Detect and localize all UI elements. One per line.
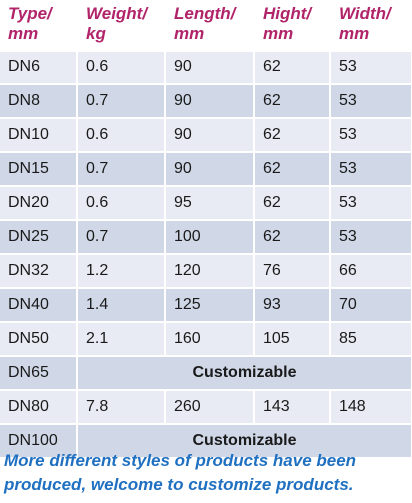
cell-weight: 1.4 — [77, 288, 166, 323]
table-row: DN80 7.8 260 143 148 — [0, 390, 412, 425]
table-row: DN20 0.6 95 62 53 — [0, 186, 412, 221]
cell-weight: 0.6 — [77, 186, 166, 221]
cell-length: 100 — [165, 220, 255, 255]
cell-width: 70 — [330, 288, 412, 323]
table-row: DN100 Customizable — [0, 424, 412, 459]
cell-type: DN8 — [0, 84, 78, 119]
cell-hight: 76 — [254, 254, 331, 289]
cell-length: 95 — [165, 186, 255, 221]
cell-hight: 93 — [254, 288, 331, 323]
cell-type: DN20 — [0, 186, 78, 221]
cell-hight: 62 — [254, 186, 331, 221]
cell-type: DN80 — [0, 390, 78, 425]
header-hight: Hight/mm — [254, 0, 331, 52]
cell-type: DN15 — [0, 152, 78, 187]
table-row: DN65 Customizable — [0, 356, 412, 391]
cell-weight: 7.8 — [77, 390, 166, 425]
cell-hight: 62 — [254, 84, 331, 119]
cell-length: 90 — [165, 50, 255, 85]
customizable-cell: Customizable — [77, 356, 412, 391]
cell-width: 53 — [330, 220, 412, 255]
cell-type: DN32 — [0, 254, 78, 289]
cell-type: DN25 — [0, 220, 78, 255]
cell-hight: 62 — [254, 118, 331, 153]
table-row: DN40 1.4 125 93 70 — [0, 288, 412, 323]
cell-weight: 0.7 — [77, 152, 166, 187]
table-row: DN50 2.1 160 105 85 — [0, 322, 412, 357]
cell-width: 53 — [330, 186, 412, 221]
cell-weight: 1.2 — [77, 254, 166, 289]
cell-type: DN6 — [0, 50, 78, 85]
cell-width: 53 — [330, 84, 412, 119]
header-weight: Weight/kg — [77, 0, 166, 52]
footnote-line: produced, welcome to customize products. — [4, 475, 354, 494]
cell-length: 90 — [165, 84, 255, 119]
table-row: DN25 0.7 100 62 53 — [0, 220, 412, 255]
cell-type: DN65 — [0, 356, 78, 391]
dimension-table: Type/mm Weight/kg Length/mm Hight/mm Wid… — [0, 0, 412, 459]
cell-length: 160 — [165, 322, 255, 357]
footnote: More different styles of products have b… — [4, 449, 410, 497]
cell-width: 66 — [330, 254, 412, 289]
cell-type: DN10 — [0, 118, 78, 153]
cell-hight: 143 — [254, 390, 331, 425]
table-row: DN15 0.7 90 62 53 — [0, 152, 412, 187]
table-row: DN32 1.2 120 76 66 — [0, 254, 412, 289]
cell-width: 53 — [330, 152, 412, 187]
footnote-line: More different styles of products have b… — [4, 451, 357, 470]
header-width: Width/mm — [330, 0, 412, 52]
cell-length: 90 — [165, 152, 255, 187]
cell-weight: 0.6 — [77, 50, 166, 85]
cell-length: 125 — [165, 288, 255, 323]
cell-width: 53 — [330, 50, 412, 85]
table-row: DN10 0.6 90 62 53 — [0, 118, 412, 153]
cell-type: DN40 — [0, 288, 78, 323]
cell-hight: 62 — [254, 220, 331, 255]
table-row: DN6 0.6 90 62 53 — [0, 50, 412, 85]
customizable-cell: Customizable — [77, 424, 412, 459]
header-type: Type/mm — [0, 0, 78, 52]
cell-hight: 62 — [254, 50, 331, 85]
cell-length: 260 — [165, 390, 255, 425]
cell-weight: 0.7 — [77, 220, 166, 255]
cell-type: DN100 — [0, 424, 78, 459]
cell-weight: 2.1 — [77, 322, 166, 357]
cell-length: 120 — [165, 254, 255, 289]
cell-weight: 0.6 — [77, 118, 166, 153]
header-length: Length/mm — [165, 0, 255, 52]
cell-width: 53 — [330, 118, 412, 153]
table-row: DN8 0.7 90 62 53 — [0, 84, 412, 119]
cell-width: 85 — [330, 322, 412, 357]
cell-length: 90 — [165, 118, 255, 153]
cell-type: DN50 — [0, 322, 78, 357]
cell-width: 148 — [330, 390, 412, 425]
cell-weight: 0.7 — [77, 84, 166, 119]
cell-hight: 62 — [254, 152, 331, 187]
cell-hight: 105 — [254, 322, 331, 357]
table-header-row: Type/mm Weight/kg Length/mm Hight/mm Wid… — [0, 0, 412, 52]
